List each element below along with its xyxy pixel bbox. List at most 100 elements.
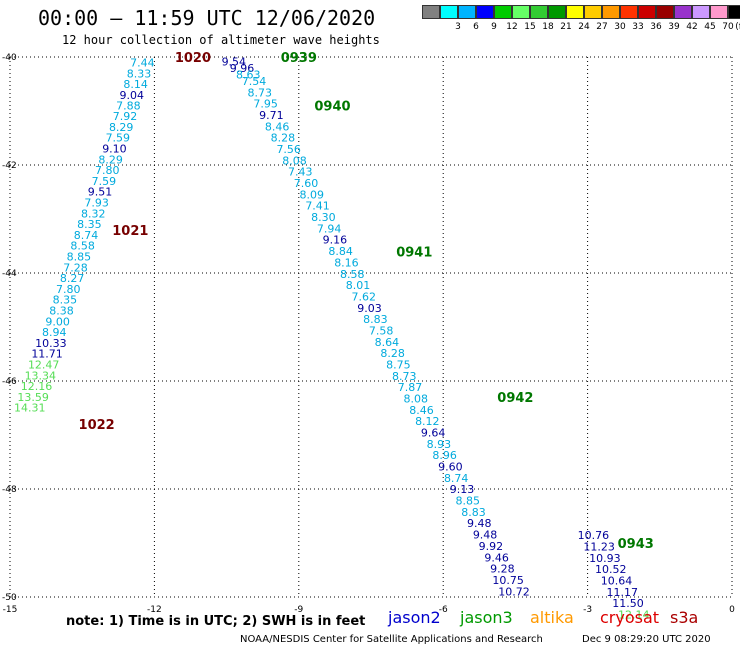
lon-tick-label: -15 [3,605,18,615]
wave-height-value: 8.29 [98,153,123,166]
wave-height-value: 8.46 [265,120,290,133]
wave-height-value: 8.73 [392,370,417,383]
time-label: 0943 [618,537,654,552]
grid-layer [9,56,733,598]
wave-height-value: 13.34 [25,369,57,382]
wave-height-value: 10.64 [601,574,633,587]
time-label: 1020 [175,51,211,66]
wave-height-value: 7.44 [130,57,155,70]
wave-height-value: 9.96 [230,62,255,75]
lon-tick-label: 0 [729,605,735,615]
wave-height-value: 8.08 [404,393,429,406]
satellite-label: jason3 [460,608,513,627]
tick-layer: -15 -12 -9 -6 -3 0 -40 -42 -44 -46 -48 -50 [2,53,735,615]
wave-height-value: 8.12 [415,415,440,428]
wave-height-value: 11.23 [583,540,615,553]
map-title: 00:00 — 11:59 UTC 12/06/2020 [38,6,376,30]
wave-height-value: 7.93 [84,196,109,209]
wave-height-value: 9.10 [102,142,127,155]
time-label: 1022 [79,418,115,433]
scale-swatch [656,5,674,19]
wave-height-value: 7.59 [106,132,131,145]
wave-height-value: 8.58 [340,268,365,281]
satellite-label: s3a [670,608,699,627]
wave-height-value: 8.94 [42,326,67,339]
lat-tick-label: -44 [2,269,17,279]
wave-height-value: 8.84 [328,245,353,258]
scale-label: 6 [473,22,479,32]
scale-label: 70 [722,22,734,32]
scale-swatch [566,5,584,19]
scale-swatch [584,5,602,19]
scale-label: 36 [650,22,662,32]
wave-height-value: 8.83 [461,506,486,519]
scale-unit: (ft) [735,22,740,32]
wave-height-value: 7.41 [305,200,330,213]
scale-label: 42 [686,22,698,32]
scale-label: 24 [578,22,590,32]
satellite-label: altika [530,608,574,627]
wave-height-value: 8.74 [444,472,469,485]
wave-height-value: 8.73 [248,86,273,99]
lon-tick-label: -12 [147,605,162,615]
scale-swatch [674,5,692,19]
wave-height-value: 8.85 [67,250,92,263]
wave-height-value: 9.13 [450,483,475,496]
scale-swatch [476,5,494,19]
wave-height-value: 8.35 [53,294,78,307]
wave-height-value: 8.16 [334,256,359,269]
wave-height-value: 10.76 [578,529,610,542]
scale-swatch [530,5,548,19]
wave-height-value: 7.59 [92,175,117,188]
time-label-layer: 1020 1021 1022 0939 0940 0941 0942 0943 [79,51,654,552]
time-label: 1021 [112,224,148,239]
wave-height-value: 11.71 [31,348,63,361]
scale-swatch [494,5,512,19]
wave-height-value: 9.51 [88,186,113,199]
wave-height-value: 8.38 [49,304,74,317]
scale-label: 33 [632,22,644,32]
generated-timestamp: Dec 9 08:29:20 UTC 2020 [582,634,711,645]
lat-tick-label: -42 [2,161,17,171]
scale-label: 21 [560,22,572,32]
footer-note-line: note: 1) Time is in UTC; 2) SWH is in fe… [66,610,365,629]
wave-height-value: 9.60 [438,461,463,474]
wave-height-value: 8.28 [271,132,296,145]
wave-height-value: 8.63 [236,69,261,82]
wave-height-value: 14.31 [14,402,46,415]
wave-height-value: 9.64 [421,427,446,440]
wave-height-value: 8.29 [109,121,134,134]
wave-height-value: 7.87 [398,381,423,394]
wave-height-value: 7.54 [242,75,267,88]
wave-height-value: 10.75 [492,574,524,587]
wave-height-value: 8.01 [346,279,371,292]
time-label: 0940 [314,100,350,115]
satellite-label: cryosat [600,608,660,627]
wave-height-value: 10.72 [498,585,530,598]
wave-height-value: 9.28 [490,563,515,576]
wave-height-value: 10.52 [595,563,627,576]
wave-height-value: 8.58 [70,240,95,253]
wave-height-value: 9.92 [479,540,504,553]
wave-height-value: 8.46 [409,404,434,417]
scale-label: 3 [455,22,461,32]
wave-height-value: 8.83 [363,313,388,326]
lon-tick-label: -6 [439,605,448,615]
wave-height-value: 7.80 [56,283,81,296]
wave-height-value: 9.16 [323,234,348,247]
wave-height-value: 7.56 [276,143,301,156]
scale-label: 27 [596,22,608,32]
scale-swatch [728,5,740,19]
wave-height-value: 8.93 [427,438,452,451]
wave-height-value: 8.27 [60,272,85,285]
lat-tick-label: -46 [2,377,17,387]
scale-swatch [710,5,728,19]
scale-swatch [692,5,710,19]
scale-label: 9 [491,22,497,32]
scale-swatch [440,5,458,19]
wave-height-value: 7.62 [352,290,377,303]
wave-height-value: 7.58 [369,324,394,337]
footer-note: note: 1) Time is in UTC; 2) SWH is in fe… [66,614,366,629]
wave-height-value: 8.75 [386,358,411,371]
